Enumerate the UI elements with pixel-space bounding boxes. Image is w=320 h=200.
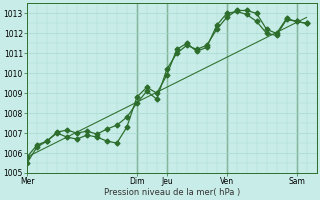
X-axis label: Pression niveau de la mer( hPa ): Pression niveau de la mer( hPa ) — [104, 188, 240, 197]
